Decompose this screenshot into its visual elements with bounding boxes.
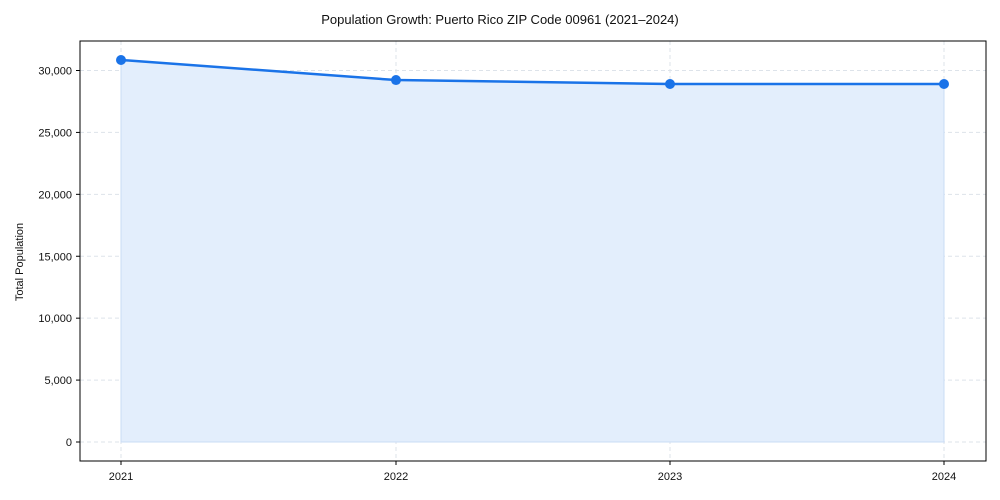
y-tick-label: 25,000: [38, 127, 72, 139]
data-point: [665, 78, 675, 89]
y-tick-label: 5,000: [44, 375, 72, 387]
x-tick-label: 2024: [932, 471, 956, 483]
chart-title: Population Growth: Puerto Rico ZIP Code …: [321, 12, 679, 27]
data-markers: [116, 54, 949, 89]
x-tick-label: 2021: [109, 471, 133, 483]
x-axis-ticks: 2021 2022 2023 2024: [109, 461, 956, 483]
y-tick-label: 15,000: [38, 251, 72, 263]
data-point: [116, 54, 126, 65]
y-tick-label: 20,000: [38, 189, 72, 201]
data-line: [120, 58, 944, 86]
y-tick-label: 10,000: [38, 313, 72, 325]
data-point: [391, 75, 401, 86]
data-point: [939, 78, 949, 89]
y-axis-ticks: 0 5,000 10,000 15,000 20,000 25,000 30,000: [38, 66, 80, 449]
area-fill: [120, 59, 945, 443]
x-tick-label: 2023: [658, 471, 682, 483]
plot-frame: [79, 40, 987, 462]
x-tick-label: 2022: [384, 471, 408, 483]
y-tick-label: 0: [66, 437, 72, 449]
y-tick-label: 30,000: [38, 66, 72, 78]
